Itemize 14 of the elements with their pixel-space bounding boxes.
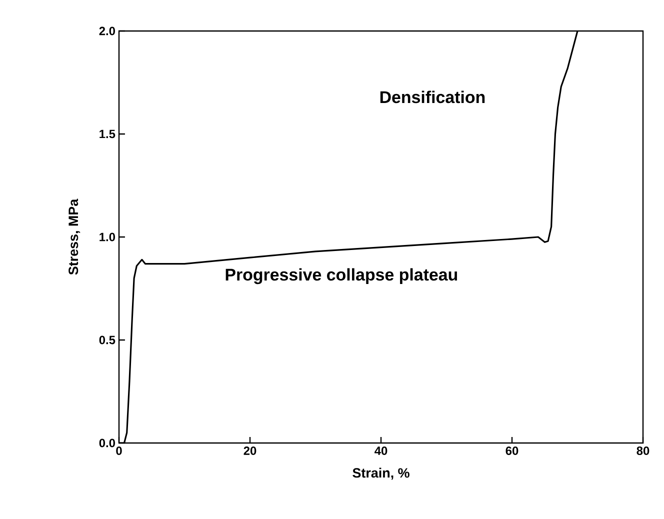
- y-tick-label: 2.0: [99, 26, 115, 36]
- x-tick-label: 80: [636, 446, 650, 455]
- x-axis-title: Strain, %: [352, 468, 410, 480]
- x-tick-label: 20: [244, 446, 256, 455]
- x-tick-label: 0: [116, 446, 122, 455]
- x-tick-label: 40: [374, 446, 388, 455]
- y-tick-label: 1.0: [100, 232, 115, 242]
- x-tick-label: 60: [506, 446, 518, 455]
- annotation: Densification: [380, 90, 485, 104]
- y-tick-label: 0.0: [99, 438, 115, 448]
- y-axis-title: Stress, MPa: [68, 198, 80, 275]
- y-tick-label: 1.5: [100, 130, 116, 138]
- y-tick-label: 0.5: [99, 336, 116, 344]
- annotation: Progressive collapse plateau: [226, 268, 458, 284]
